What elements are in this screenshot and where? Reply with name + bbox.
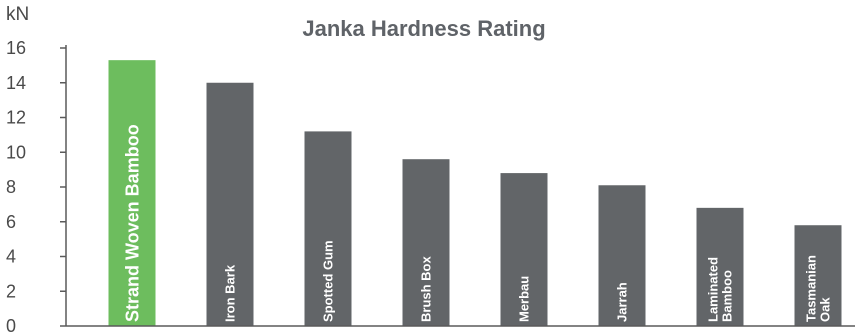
y-axis-ticks: 0 2 4 6 8 10 12 14 16 [6,38,66,333]
bar-brush-box [402,159,450,326]
y-tick-label: 12 [6,108,26,128]
bar-label-line: Brush Box [419,256,434,323]
y-tick-label: 4 [6,247,16,267]
bar-label: Merbau [517,276,532,322]
bar-label-line: Merbau [517,276,532,322]
y-tick-label: 10 [6,142,26,162]
y-axis-label: kN [6,4,29,25]
y-tick-label: 2 [6,281,16,301]
bar-iron-bark [206,82,254,326]
bar-label: Jarrah [615,282,630,322]
bar-label-line: Laminated [706,257,721,322]
bar-spotted-gum [304,131,352,326]
bar-label: TasmanianOak [804,255,833,322]
bar-label: Strand Woven Bamboo [122,124,142,322]
chart-title: Janka Hardness Rating [302,16,545,41]
y-tick-label: 14 [6,73,26,93]
bar-laminated-bamboo [696,207,744,326]
y-tick-label: 8 [6,177,16,197]
bar-label: Brush Box [419,256,434,323]
bar-label: Spotted Gum [321,240,336,322]
bars: Strand Woven Bamboo Iron Bark Spotted Gum B… [108,60,842,326]
bar-jarrah [598,185,646,326]
bar-strand-woven-bamboo [108,60,156,326]
bar-label-line: Strand Woven Bamboo [122,124,142,322]
bar-label-line: Bamboo [720,270,735,322]
bar-label: LaminatedBamboo [706,257,735,322]
y-tick-label: 0 [6,316,16,333]
bar-label-line: Spotted Gum [321,240,336,322]
bar-label-line: Iron Bark [223,264,238,322]
y-tick-label: 6 [6,212,16,232]
bar-label: Iron Bark [223,264,238,322]
bar-label-line: Oak [818,297,833,322]
bar-label-line: Jarrah [615,282,630,322]
bar-tasmanian-oak [794,225,842,326]
bar-label-line: Tasmanian [804,255,819,322]
y-tick-label: 16 [6,38,26,58]
bar-merbau [500,173,548,326]
